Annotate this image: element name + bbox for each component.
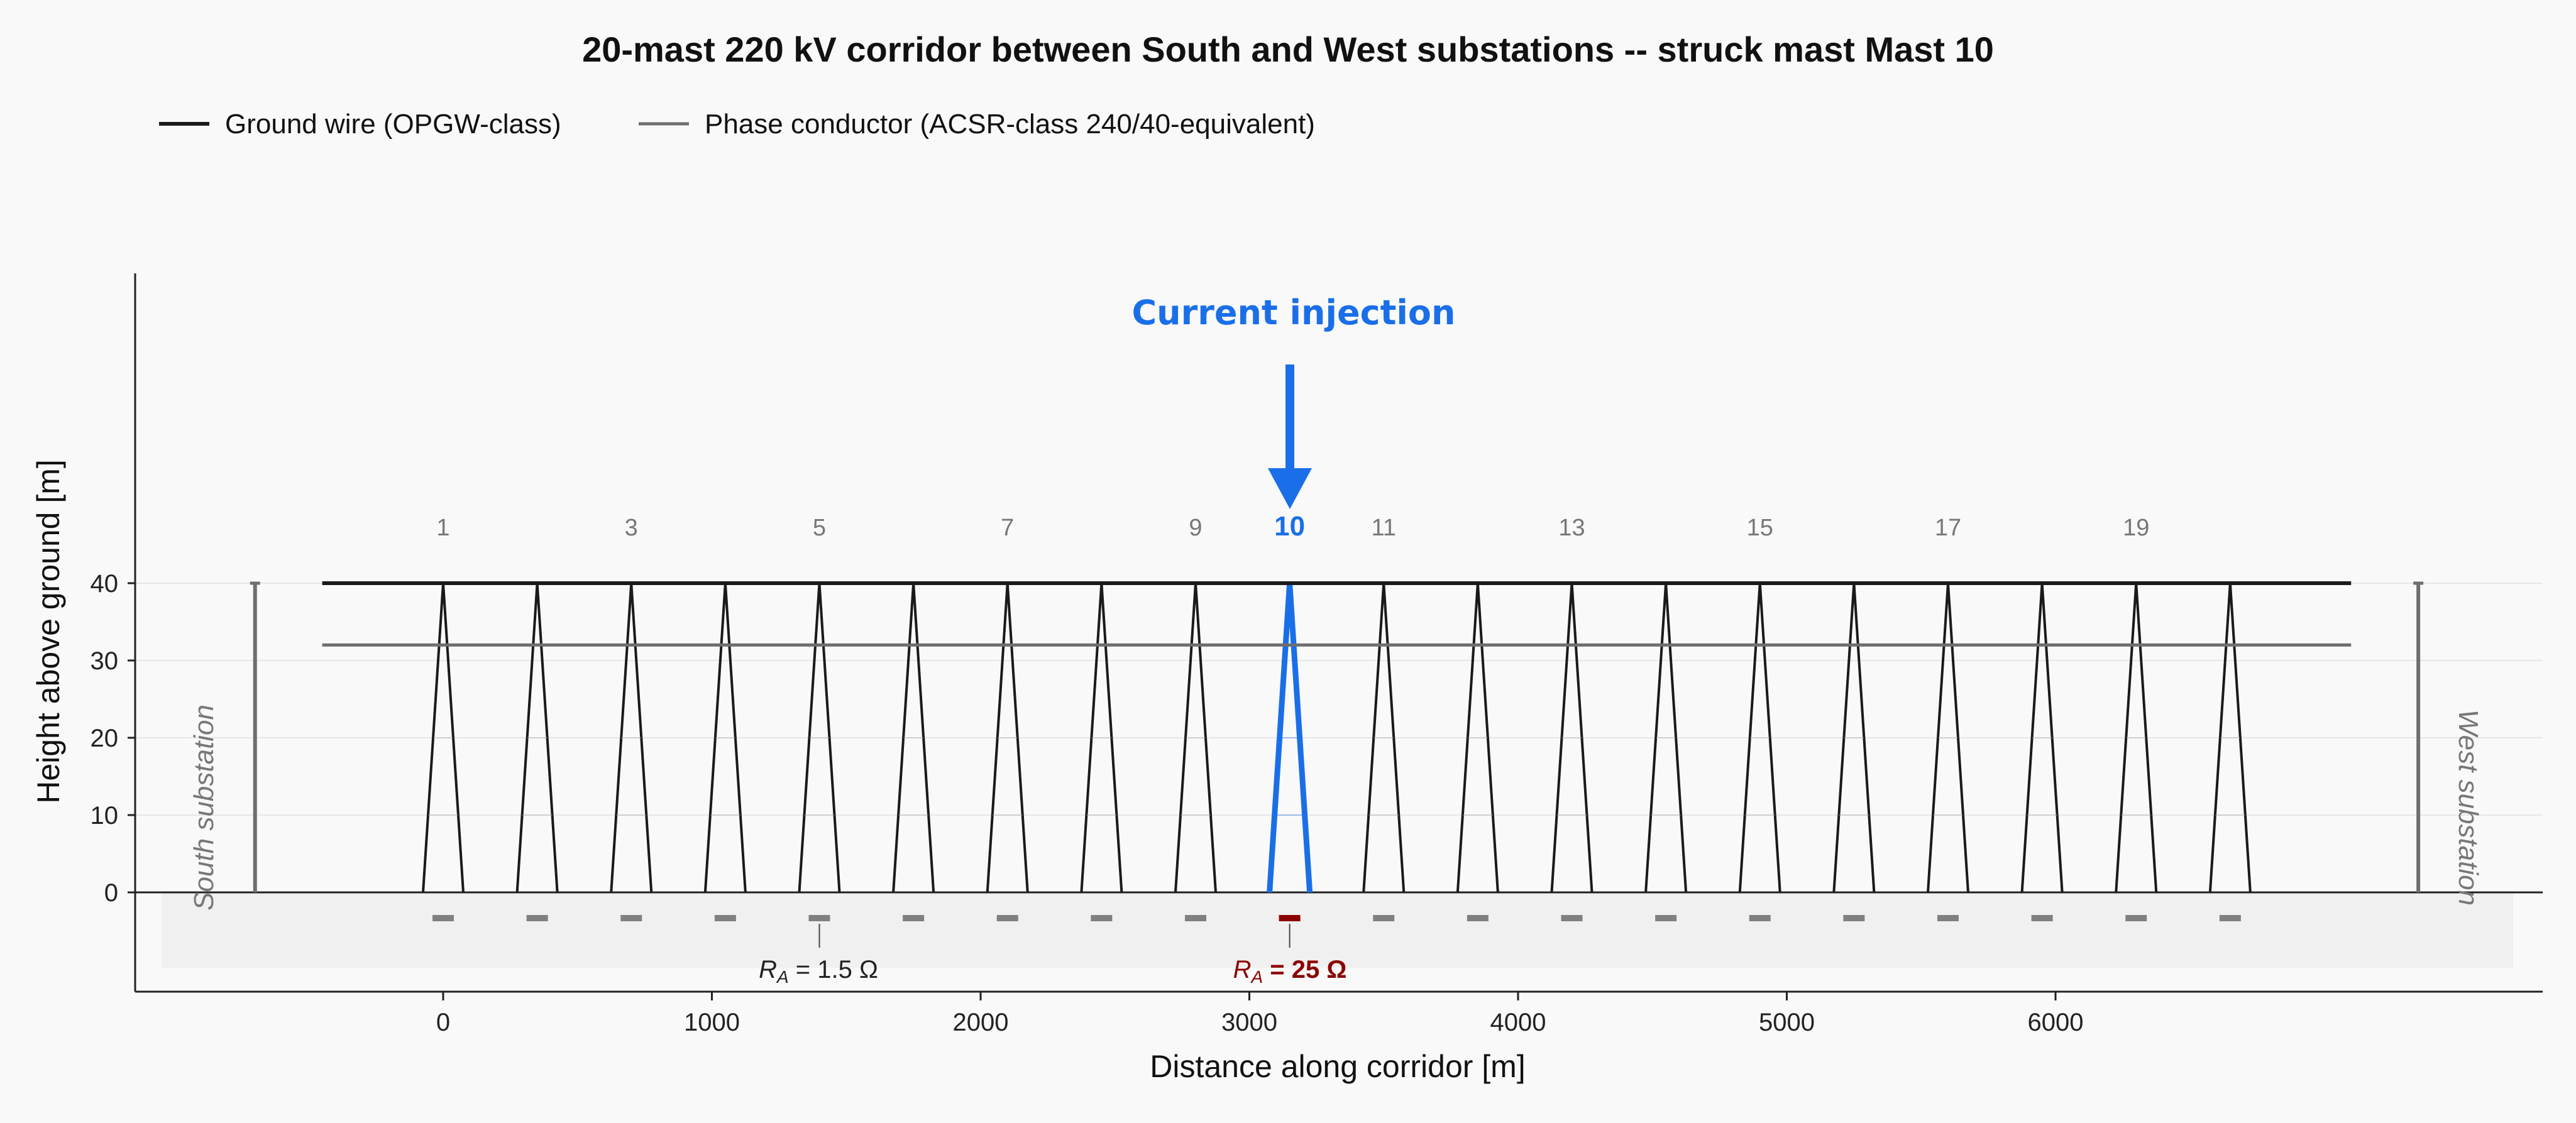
x-tick-label: 5000: [1759, 1009, 1815, 1036]
y-axis-label: Height above ground [m]: [31, 459, 66, 804]
y-tick-label: 10: [91, 802, 119, 830]
mast-number-label: 15: [1747, 515, 1773, 541]
grounding-electrode: [1655, 915, 1677, 921]
legend-ground-wire-label: Ground wire (OPGW-class): [225, 109, 561, 140]
grounding-electrode: [620, 915, 642, 921]
grounding-electrode: [1749, 915, 1771, 921]
grounding-electrode: [2219, 915, 2241, 921]
struck-grounding-electrode: [1279, 915, 1301, 921]
grounding-electrode: [2031, 915, 2053, 921]
grounding-electrode: [1937, 915, 1959, 921]
current-injection-arrow: [1268, 364, 1312, 509]
grounding-electrode: [1843, 915, 1865, 921]
mast-number-label: 1: [436, 515, 449, 541]
y-tick-label: 30: [91, 647, 119, 675]
chart-title: 20-mast 220 kV corridor between South an…: [582, 30, 1994, 69]
ra-struck-label: RA = 25 Ω: [1233, 956, 1347, 987]
mast-number-label: 13: [1558, 515, 1585, 541]
legend: Ground wire (OPGW-class) Phase conductor…: [159, 109, 1315, 140]
ra-normal-label: RA = 1.5 Ω: [759, 956, 878, 987]
x-tick-label: 1000: [684, 1009, 740, 1036]
soil-band: [162, 892, 2513, 968]
south-substation-label: South substation: [189, 704, 219, 911]
y-tick-label: 20: [91, 725, 119, 752]
x-axis-label: Distance along corridor [m]: [1150, 1049, 1525, 1084]
x-tick-label: 2000: [953, 1009, 1009, 1036]
x-axis-ticks: 0 1000 2000 3000 4000 5000 6000: [436, 992, 2084, 1036]
mast-number-label: 17: [1935, 515, 1961, 541]
grounding-electrode: [2125, 915, 2147, 921]
grounding-electrode: [432, 915, 454, 921]
y-tick-label: 0: [104, 879, 118, 907]
mast-number-label: 9: [1189, 515, 1202, 541]
mast-number-label: 19: [2123, 515, 2149, 541]
struck-mast-number-label: 10: [1274, 511, 1305, 542]
west-substation-label: West substation: [2453, 709, 2484, 906]
y-axis-ticks: 0 10 20 30 40: [91, 570, 135, 907]
x-tick-label: 4000: [1490, 1009, 1546, 1036]
legend-phase-conductor-label: Phase conductor (ACSR-class 240/40-equiv…: [705, 109, 1315, 140]
grounding-electrode: [808, 915, 830, 921]
grounding-electrode: [714, 915, 736, 921]
grounding-electrode: [996, 915, 1018, 921]
x-tick-label: 0: [436, 1009, 450, 1036]
mast-number-label: 7: [1001, 515, 1014, 541]
mast-number-label: 5: [813, 515, 826, 541]
grounding-electrode: [1467, 915, 1489, 921]
grounding-electrode: [1185, 915, 1206, 921]
grounding-electrode: [1561, 915, 1583, 921]
x-tick-label: 6000: [2028, 1009, 2084, 1036]
grounding-electrode: [1373, 915, 1395, 921]
y-tick-label: 40: [91, 570, 119, 598]
mast-number-label: 3: [625, 515, 638, 541]
grounding-electrode: [1091, 915, 1113, 921]
mast-number-label: 11: [1372, 515, 1396, 541]
current-injection-label: Current injection: [1132, 293, 1456, 332]
gridlines: [135, 583, 2543, 893]
grounding-electrode: [526, 915, 548, 921]
x-tick-label: 3000: [1221, 1009, 1277, 1036]
grounding-electrode: [903, 915, 925, 921]
